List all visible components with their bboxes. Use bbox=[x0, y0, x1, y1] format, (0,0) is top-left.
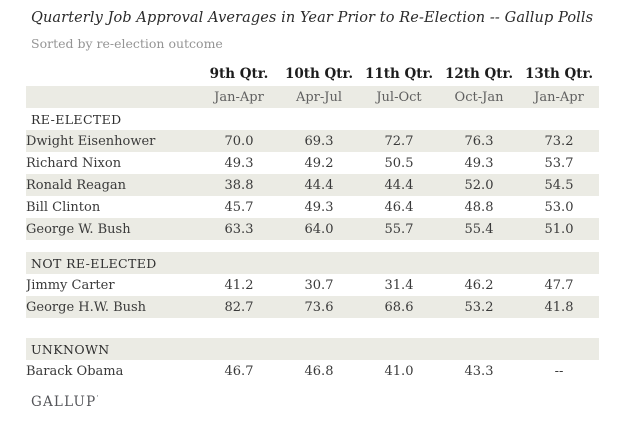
approval-value: 49.3 bbox=[304, 199, 334, 215]
president-name: Dwight Eisenhower bbox=[26, 130, 199, 152]
approval-value: 68.6 bbox=[359, 296, 439, 318]
page-subtitle: Sorted by re-election outcome bbox=[31, 36, 223, 51]
approval-value: 70.0 bbox=[199, 130, 279, 152]
approval-value: 48.8 bbox=[464, 199, 494, 215]
table-row: George W. Bush 63.3 64.0 55.7 55.4 51.0 bbox=[26, 218, 599, 240]
approval-value: 46.2 bbox=[464, 277, 494, 293]
president-name: Bill Clinton bbox=[26, 199, 101, 215]
approval-value: 53.7 bbox=[544, 155, 574, 171]
approval-value: 41.0 bbox=[384, 363, 414, 379]
approval-value: 82.7 bbox=[199, 296, 279, 318]
president-name: George H.W. Bush bbox=[26, 296, 199, 318]
period-header-row: Jan-Apr Apr-Jul Jul-Oct Oct-Jan Jan-Apr bbox=[26, 86, 599, 108]
approval-value: 53.2 bbox=[439, 296, 519, 318]
section-header-row: NOT RE-ELECTED bbox=[26, 252, 599, 274]
president-name: Ronald Reagan bbox=[26, 174, 199, 196]
column-header: 13th Qtr. bbox=[524, 66, 594, 82]
page-title: Quarterly Job Approval Averages in Year … bbox=[31, 10, 594, 26]
president-name: Jimmy Carter bbox=[26, 277, 115, 293]
approval-value: 43.3 bbox=[464, 363, 494, 379]
period-header: Jan-Apr bbox=[199, 86, 279, 108]
section-header-row: UNKNOWN bbox=[26, 338, 599, 360]
approval-value: 44.4 bbox=[279, 174, 359, 196]
approval-value: 54.5 bbox=[519, 174, 599, 196]
spacer-row bbox=[26, 318, 599, 338]
approval-value: 31.4 bbox=[384, 277, 414, 293]
approval-value: 38.8 bbox=[199, 174, 279, 196]
approval-value: 53.0 bbox=[544, 199, 574, 215]
section-label: UNKNOWN bbox=[26, 338, 599, 360]
president-name: Richard Nixon bbox=[26, 155, 122, 171]
approval-value: 64.0 bbox=[279, 218, 359, 240]
president-name: George W. Bush bbox=[26, 218, 199, 240]
approval-table: 9th Qtr. 10th Qtr. 11th Qtr. 12th Qtr. 1… bbox=[26, 62, 599, 382]
president-name: Barack Obama bbox=[26, 363, 124, 379]
column-header: 12th Qtr. bbox=[444, 66, 514, 82]
section-label: RE-ELECTED bbox=[31, 111, 122, 127]
approval-value: 51.0 bbox=[519, 218, 599, 240]
approval-value: 73.6 bbox=[279, 296, 359, 318]
approval-value: 41.8 bbox=[519, 296, 599, 318]
spacer-row bbox=[26, 240, 599, 252]
approval-value: 41.2 bbox=[224, 277, 254, 293]
empty-corner-cell bbox=[26, 86, 199, 108]
approval-value: 63.3 bbox=[199, 218, 279, 240]
trademark-mark: ’ bbox=[96, 394, 99, 403]
approval-value: 46.8 bbox=[304, 363, 334, 379]
approval-value: 50.5 bbox=[384, 155, 414, 171]
gallup-wordmark: GALLUP bbox=[31, 394, 97, 410]
period-header: Jul-Oct bbox=[359, 86, 439, 108]
approval-value: -- bbox=[554, 363, 564, 379]
column-header: 9th Qtr. bbox=[209, 66, 269, 82]
approval-value: 44.4 bbox=[359, 174, 439, 196]
table-row: Richard Nixon 49.3 49.2 50.5 49.3 53.7 bbox=[26, 152, 599, 174]
table-row: Barack Obama 46.7 46.8 41.0 43.3 -- bbox=[26, 360, 599, 382]
approval-value: 73.2 bbox=[519, 130, 599, 152]
approval-value: 69.3 bbox=[279, 130, 359, 152]
approval-value: 46.4 bbox=[384, 199, 414, 215]
table-row: George H.W. Bush 82.7 73.6 68.6 53.2 41.… bbox=[26, 296, 599, 318]
section-header-row: RE-ELECTED bbox=[26, 108, 599, 130]
approval-value: 45.7 bbox=[224, 199, 254, 215]
approval-value: 72.7 bbox=[359, 130, 439, 152]
period-header: Apr-Jul bbox=[279, 86, 359, 108]
approval-value: 46.7 bbox=[224, 363, 254, 379]
approval-value: 52.0 bbox=[439, 174, 519, 196]
approval-value: 49.3 bbox=[224, 155, 254, 171]
quarter-header-row: 9th Qtr. 10th Qtr. 11th Qtr. 12th Qtr. 1… bbox=[26, 62, 599, 86]
approval-value: 47.7 bbox=[544, 277, 574, 293]
approval-value: 49.3 bbox=[464, 155, 494, 171]
table-row: Ronald Reagan 38.8 44.4 44.4 52.0 54.5 bbox=[26, 174, 599, 196]
gallup-logo: GALLUP’ bbox=[31, 394, 99, 410]
empty-corner-cell bbox=[26, 62, 199, 86]
approval-value: 55.7 bbox=[359, 218, 439, 240]
period-header: Jan-Apr bbox=[519, 86, 599, 108]
approval-value: 55.4 bbox=[439, 218, 519, 240]
approval-value: 49.2 bbox=[304, 155, 334, 171]
column-header: 11th Qtr. bbox=[364, 66, 434, 82]
approval-value: 30.7 bbox=[304, 277, 334, 293]
section-label: NOT RE-ELECTED bbox=[26, 252, 599, 274]
approval-value: 76.3 bbox=[439, 130, 519, 152]
table-row: Jimmy Carter 41.2 30.7 31.4 46.2 47.7 bbox=[26, 274, 599, 296]
column-header: 10th Qtr. bbox=[284, 66, 354, 82]
table-row: Dwight Eisenhower 70.0 69.3 72.7 76.3 73… bbox=[26, 130, 599, 152]
period-header: Oct-Jan bbox=[439, 86, 519, 108]
table-row: Bill Clinton 45.7 49.3 46.4 48.8 53.0 bbox=[26, 196, 599, 218]
